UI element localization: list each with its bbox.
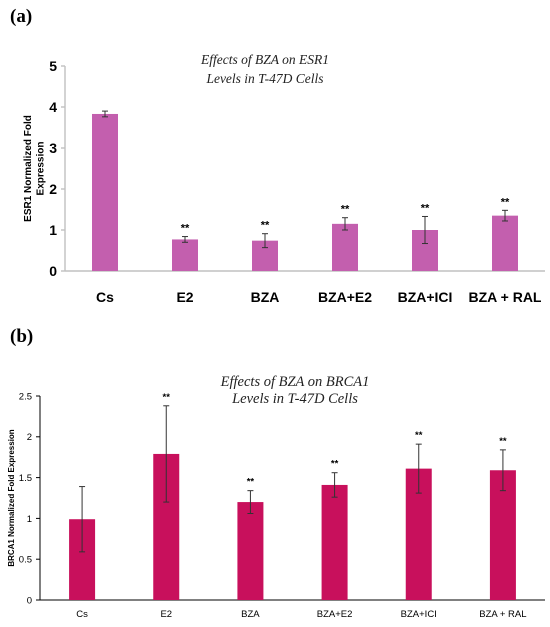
p2-bar [489, 470, 516, 600]
p2-x-tick-label: E2 [160, 609, 172, 620]
p1-x-tick-label: E2 [176, 289, 193, 305]
p1-y-axis-label: ESR1 Normalized Fold Expression [23, 115, 47, 222]
p2-significance-marker: ** [163, 392, 171, 403]
p2-y-tick-label: 1 [27, 514, 32, 525]
p1-bar [92, 113, 118, 271]
p2-x-tick-label: BZA + RAL [479, 609, 526, 620]
p2-y-tick-label: 2.5 [19, 391, 32, 402]
p1-x-tick-label: BZA+ICI [398, 289, 453, 305]
p1-x-tick-label: BZA [251, 289, 280, 305]
p1-x-tick-label: Cs [96, 289, 114, 305]
p2-y-tick-label: 1.5 [19, 473, 32, 484]
p2-significance-marker: ** [499, 436, 507, 447]
p1-bar [332, 223, 358, 271]
p2-title-line: Levels in T-47D Cells [231, 391, 358, 407]
p2-y-tick-label: 2 [27, 432, 32, 443]
p1-y-tick-label: 2 [49, 181, 57, 197]
p1-title-line: Effects of BZA on ESR1 [200, 52, 329, 67]
p1-bar [492, 215, 518, 271]
p2-panel-label: (b) [10, 326, 33, 347]
p2-x-tick-label: BZA [241, 609, 260, 620]
p2-x-tick-label: BZA+ICI [401, 609, 437, 620]
p1-significance-marker: ** [501, 196, 510, 208]
p2-significance-marker: ** [331, 459, 339, 470]
p1-y-tick-label: 5 [49, 58, 57, 74]
p2-y-tick-label: 0 [27, 595, 32, 606]
p1-title-line: Levels in T-47D Cells [205, 71, 323, 86]
p1-y-axis-label-line: ESR1 Normalized Fold [23, 115, 34, 222]
p1-significance-marker: ** [181, 223, 190, 235]
p2-bar [321, 484, 348, 600]
p1-y-tick-label: 0 [49, 263, 57, 279]
p2-significance-marker: ** [415, 430, 423, 441]
p1-panel-label: (a) [10, 6, 32, 27]
p2-significance-marker: ** [247, 477, 255, 488]
p1-significance-marker: ** [261, 220, 270, 232]
p2-y-tick-label: 0.5 [19, 555, 32, 566]
p2-x-tick-label: BZA+E2 [317, 609, 353, 620]
p2-title-line: Effects of BZA on BRCA1 [220, 374, 370, 390]
p1-bar [172, 239, 198, 271]
p2-x-tick-label: Cs [76, 609, 88, 620]
p2-y-axis-label-line: BRCA1 Normalized Fold Expression [7, 429, 16, 566]
p2-y-axis-label: BRCA1 Normalized Fold Expression [7, 429, 16, 566]
p1-y-tick-label: 3 [49, 140, 57, 156]
p1-x-tick-label: BZA+E2 [318, 289, 372, 305]
p1-significance-marker: ** [341, 204, 350, 216]
p2-bar [237, 502, 264, 600]
p1-y-tick-label: 1 [49, 222, 57, 238]
p1-x-tick-label: BZA + RAL [469, 289, 542, 305]
p1-y-axis-label-line: Expression [36, 142, 47, 196]
p1-significance-marker: ** [421, 202, 430, 214]
p1-y-tick-label: 4 [49, 99, 57, 115]
